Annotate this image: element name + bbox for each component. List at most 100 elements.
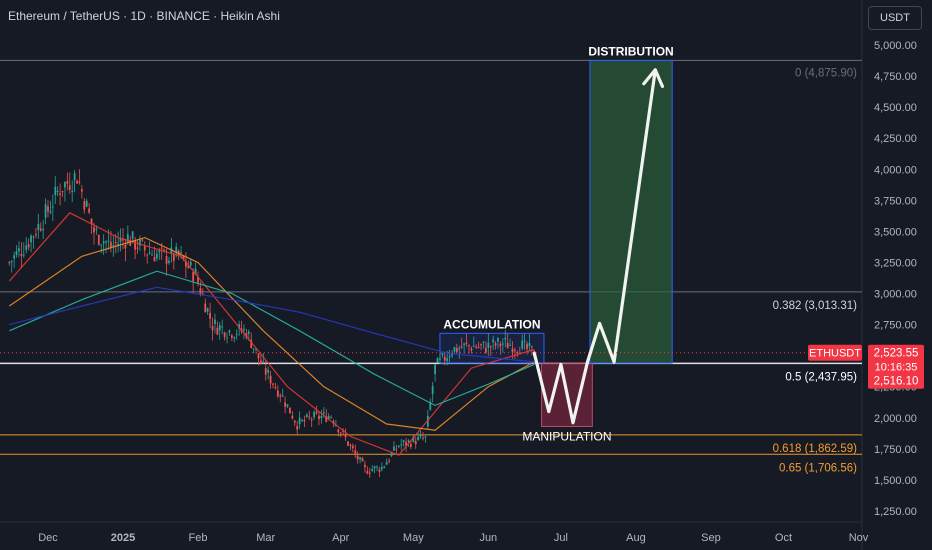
candle-body bbox=[434, 364, 436, 374]
candle-body bbox=[354, 450, 357, 454]
candle-body bbox=[485, 347, 487, 353]
candle-body bbox=[465, 342, 468, 344]
candle-body bbox=[117, 243, 120, 246]
candle-body bbox=[30, 235, 32, 243]
projection-path bbox=[532, 68, 657, 425]
candle-body bbox=[18, 248, 20, 252]
candle-body bbox=[35, 234, 37, 236]
candle-body bbox=[439, 358, 441, 360]
candle-body bbox=[400, 444, 403, 446]
candle-body bbox=[221, 326, 224, 328]
y-tick-label: 4,750.00 bbox=[874, 71, 917, 83]
candle-body bbox=[187, 265, 190, 268]
accumulation-box bbox=[439, 332, 545, 364]
candle-body bbox=[44, 204, 47, 218]
y-tick-label: 1,250.00 bbox=[874, 506, 917, 518]
candle-body bbox=[27, 244, 30, 248]
candle-body bbox=[15, 251, 18, 256]
candle-body bbox=[475, 346, 478, 348]
candle-body bbox=[390, 453, 393, 457]
candle-body bbox=[521, 340, 524, 349]
candle-body bbox=[51, 206, 54, 208]
candle-body bbox=[351, 445, 354, 449]
fib-level-label: 0.65 (1,706.56) bbox=[779, 462, 857, 474]
x-tick-label: Mar bbox=[256, 532, 275, 544]
candle-body bbox=[325, 416, 328, 422]
candle-body bbox=[175, 246, 178, 254]
candle-body bbox=[180, 252, 182, 254]
candle-body bbox=[102, 241, 105, 244]
candle-body bbox=[214, 319, 216, 325]
candle-body bbox=[146, 254, 149, 256]
candle-body bbox=[168, 260, 170, 263]
candle-body bbox=[112, 245, 115, 247]
candle-body bbox=[243, 328, 245, 331]
candle-body bbox=[284, 402, 286, 407]
candle-body bbox=[39, 228, 42, 231]
accumulation-label: ACCUMULATION bbox=[443, 317, 540, 331]
y-tick-label: 3,500.00 bbox=[874, 226, 917, 238]
candle-body bbox=[255, 348, 257, 350]
candle-body bbox=[337, 429, 340, 433]
candle-body bbox=[487, 342, 490, 348]
candle-body bbox=[64, 182, 66, 188]
moving-average-blue bbox=[9, 286, 535, 363]
candle-body bbox=[281, 395, 284, 397]
y-tick-label: 4,500.00 bbox=[874, 102, 917, 114]
candle-body bbox=[197, 277, 199, 283]
candle-body bbox=[308, 416, 311, 418]
currency-button[interactable]: USDT bbox=[868, 6, 922, 30]
symbol-tag-label: ETHUSDT bbox=[809, 348, 861, 360]
candle-body bbox=[320, 415, 323, 419]
x-tick-label: 2025 bbox=[111, 532, 135, 544]
y-tick-label: 1,500.00 bbox=[874, 475, 917, 487]
candle-body bbox=[228, 330, 231, 333]
candle-body bbox=[252, 348, 255, 350]
candle-body bbox=[446, 358, 449, 361]
x-tick-label: Nov bbox=[849, 532, 869, 544]
candle-body bbox=[460, 346, 463, 348]
candle-body bbox=[276, 390, 279, 397]
candle-body bbox=[185, 261, 187, 267]
candle-body bbox=[153, 257, 156, 262]
candle-body bbox=[380, 466, 383, 470]
candle-body bbox=[42, 229, 45, 231]
candle-body bbox=[100, 244, 103, 246]
fib-level-label: 0.382 (3,013.31) bbox=[773, 300, 858, 312]
y-tick-label: 4,250.00 bbox=[874, 133, 917, 145]
candle-body bbox=[330, 417, 332, 419]
candle-body bbox=[443, 356, 446, 361]
candle-body bbox=[182, 256, 185, 260]
candle-body bbox=[373, 466, 376, 469]
candle-body bbox=[47, 206, 49, 212]
candle-body bbox=[448, 356, 451, 358]
y-tick-label: 5,000.00 bbox=[874, 40, 917, 52]
y-tick-label: 3,250.00 bbox=[874, 257, 917, 269]
candle-body bbox=[56, 191, 59, 193]
candle-body bbox=[429, 401, 432, 410]
candle-body bbox=[148, 252, 151, 254]
candle-body bbox=[523, 340, 526, 342]
candle-body bbox=[339, 432, 342, 434]
candle-body bbox=[192, 272, 195, 282]
candle-body bbox=[73, 173, 76, 181]
candle-body bbox=[88, 208, 91, 213]
candle-body bbox=[199, 288, 202, 294]
candle-body bbox=[412, 436, 415, 442]
candle-body bbox=[310, 419, 313, 421]
candle-body bbox=[165, 255, 168, 264]
candle-body bbox=[395, 448, 398, 450]
distribution-box bbox=[589, 59, 673, 364]
candle-body bbox=[22, 254, 25, 256]
candle-body bbox=[303, 419, 306, 422]
candle-body bbox=[371, 469, 374, 472]
candle-body bbox=[83, 201, 86, 210]
candle-body bbox=[143, 246, 146, 251]
candle-body bbox=[422, 437, 424, 439]
candle-body bbox=[477, 346, 480, 348]
candle-body bbox=[139, 239, 141, 246]
candle-body bbox=[376, 466, 378, 468]
candle-body bbox=[131, 231, 134, 239]
